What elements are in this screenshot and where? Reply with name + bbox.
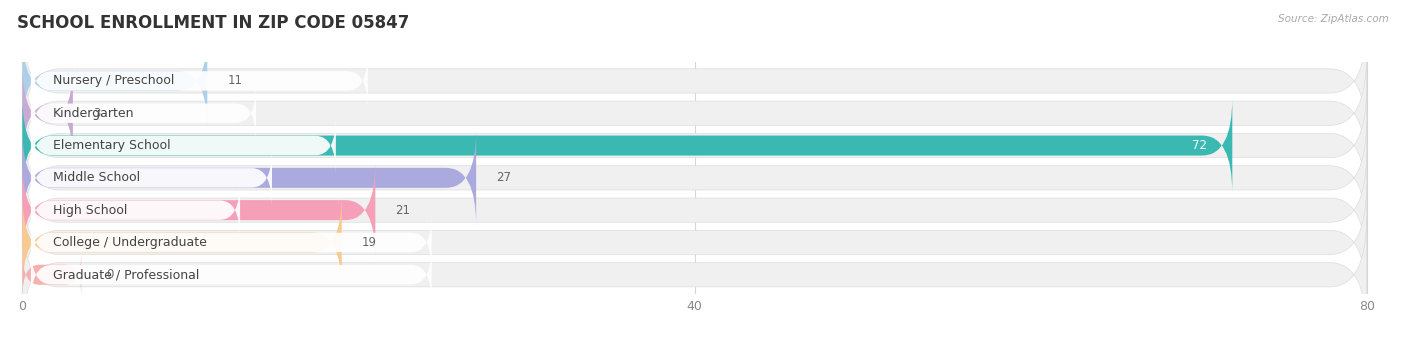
FancyBboxPatch shape bbox=[22, 130, 477, 226]
FancyBboxPatch shape bbox=[22, 194, 342, 291]
FancyBboxPatch shape bbox=[22, 162, 375, 258]
FancyBboxPatch shape bbox=[31, 84, 256, 142]
Text: 27: 27 bbox=[496, 171, 512, 184]
FancyBboxPatch shape bbox=[31, 149, 271, 207]
FancyBboxPatch shape bbox=[31, 213, 432, 272]
FancyBboxPatch shape bbox=[31, 117, 336, 175]
Text: Elementary School: Elementary School bbox=[52, 139, 170, 152]
FancyBboxPatch shape bbox=[22, 54, 1367, 172]
FancyBboxPatch shape bbox=[31, 246, 432, 304]
FancyBboxPatch shape bbox=[31, 181, 240, 239]
Text: Source: ZipAtlas.com: Source: ZipAtlas.com bbox=[1278, 14, 1389, 24]
FancyBboxPatch shape bbox=[22, 184, 1367, 301]
FancyBboxPatch shape bbox=[22, 33, 207, 129]
Text: High School: High School bbox=[52, 203, 127, 216]
FancyBboxPatch shape bbox=[22, 119, 1367, 237]
Text: 0: 0 bbox=[107, 268, 114, 281]
FancyBboxPatch shape bbox=[22, 252, 82, 297]
FancyBboxPatch shape bbox=[31, 52, 368, 110]
FancyBboxPatch shape bbox=[22, 216, 1367, 334]
Text: Kindergarten: Kindergarten bbox=[52, 107, 134, 120]
Text: Nursery / Preschool: Nursery / Preschool bbox=[52, 75, 174, 88]
Text: SCHOOL ENROLLMENT IN ZIP CODE 05847: SCHOOL ENROLLMENT IN ZIP CODE 05847 bbox=[17, 14, 409, 32]
FancyBboxPatch shape bbox=[22, 22, 1367, 140]
FancyBboxPatch shape bbox=[22, 151, 1367, 269]
FancyBboxPatch shape bbox=[22, 65, 73, 161]
Text: Middle School: Middle School bbox=[52, 171, 139, 184]
Text: Graduate / Professional: Graduate / Professional bbox=[52, 268, 200, 281]
FancyBboxPatch shape bbox=[22, 87, 1367, 205]
FancyBboxPatch shape bbox=[22, 97, 1232, 194]
Text: 3: 3 bbox=[93, 107, 100, 120]
Text: College / Undergraduate: College / Undergraduate bbox=[52, 236, 207, 249]
Text: 72: 72 bbox=[1192, 139, 1208, 152]
Text: 11: 11 bbox=[228, 75, 242, 88]
Text: 21: 21 bbox=[395, 203, 411, 216]
Text: 19: 19 bbox=[361, 236, 377, 249]
